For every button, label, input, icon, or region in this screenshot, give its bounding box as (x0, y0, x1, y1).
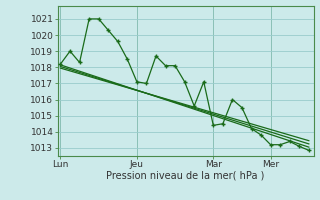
X-axis label: Pression niveau de la mer( hPa ): Pression niveau de la mer( hPa ) (107, 171, 265, 181)
